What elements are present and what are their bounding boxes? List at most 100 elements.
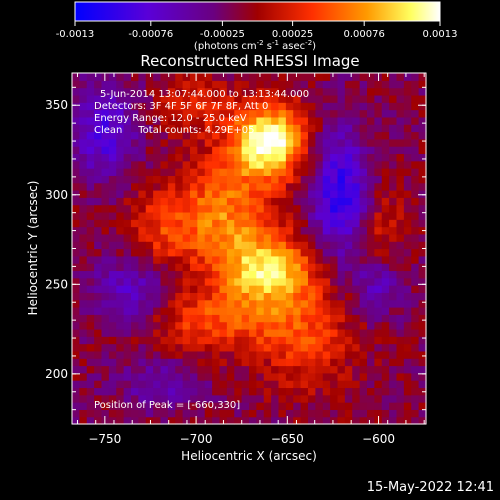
heatmap-cell — [278, 372, 287, 381]
heatmap-cell — [300, 263, 309, 272]
heatmap-cell — [160, 358, 169, 367]
heatmap-cell — [212, 328, 221, 337]
annotation-detectors: Detectors: 3F 4F 5F 6F 7F 8F, Att 0 — [94, 101, 268, 112]
heatmap-cell — [123, 270, 132, 279]
heatmap-cell — [138, 182, 147, 191]
colorbar-tick-label: 0.00025 — [272, 29, 313, 40]
heatmap-cell — [190, 387, 198, 396]
heatmap-cell — [374, 358, 383, 367]
heatmap-cell — [101, 416, 110, 425]
heatmap-cell — [197, 168, 206, 176]
heatmap-cell — [160, 372, 169, 381]
heatmap-cell — [308, 285, 316, 293]
heatmap-cell — [418, 255, 427, 264]
heatmap-cell — [411, 321, 420, 330]
heatmap-cell — [330, 358, 339, 367]
heatmap-cell — [315, 182, 324, 191]
heatmap-cell — [131, 380, 139, 389]
heatmap-cell — [226, 255, 235, 264]
heatmap-cell — [226, 80, 235, 89]
heatmap-cell — [381, 328, 390, 337]
heatmap-cell — [278, 94, 287, 103]
heatmap-cell — [204, 211, 213, 220]
heatmap-cell — [212, 219, 221, 228]
heatmap-cell — [182, 314, 191, 323]
heatmap-cell — [234, 219, 243, 228]
heatmap-cell — [322, 182, 331, 191]
heatmap-cell — [145, 416, 154, 425]
heatmap-cell — [308, 138, 316, 147]
heatmap-cell — [182, 109, 191, 118]
heatmap-cell — [219, 409, 228, 418]
heatmap-cell — [300, 138, 309, 147]
heatmap-cell — [145, 160, 154, 169]
heatmap-cell — [315, 197, 324, 206]
heatmap-cell — [367, 394, 375, 403]
heatmap-cell — [101, 358, 110, 367]
heatmap-cell — [263, 409, 272, 418]
heatmap-cell — [234, 263, 243, 272]
heatmap-cell — [116, 80, 125, 89]
heatmap-cell — [175, 402, 184, 410]
heatmap-cell — [145, 255, 154, 264]
heatmap-cell — [204, 387, 213, 396]
heatmap-cell — [219, 248, 228, 257]
heatmap-cell — [116, 109, 125, 118]
heatmap-cell — [256, 409, 265, 418]
heatmap-cell — [226, 241, 235, 250]
heatmap-cell — [344, 153, 353, 162]
heatmap-cell — [79, 233, 88, 242]
heatmap-cell — [153, 270, 162, 279]
heatmap-cell — [367, 190, 375, 198]
heatmap-cell — [131, 109, 139, 118]
heatmap-cell — [145, 146, 154, 155]
heatmap-cell — [116, 307, 125, 315]
heatmap-cell — [403, 402, 412, 410]
heatmap-cell — [381, 233, 390, 242]
heatmap-cell — [271, 190, 280, 198]
heatmap-cell — [403, 102, 412, 111]
heatmap-cell — [285, 328, 294, 337]
heatmap-cell — [190, 285, 198, 293]
heatmap-cell — [72, 307, 80, 315]
heatmap-cell — [175, 358, 184, 367]
heatmap-cell — [204, 321, 213, 330]
heatmap-cell — [271, 182, 280, 191]
heatmap-cell — [263, 204, 272, 213]
heatmap-cell — [359, 336, 368, 345]
heatmap-cell — [101, 80, 110, 89]
heatmap-cell — [315, 138, 324, 147]
heatmap-cell — [86, 87, 95, 96]
heatmap-cell — [160, 182, 169, 191]
heatmap-cell — [352, 358, 361, 367]
heatmap-cell — [418, 336, 427, 345]
heatmap-cell — [411, 124, 420, 133]
colorbar-units: (photons cm-2 s-1 asec-2) — [194, 39, 316, 52]
heatmap-cell — [337, 248, 346, 257]
heatmap-cell — [197, 343, 206, 352]
heatmap-cell — [226, 138, 235, 147]
heatmap-cell — [293, 168, 302, 176]
heatmap-cell — [167, 394, 176, 403]
heatmap-cell — [116, 314, 125, 323]
heatmap-cell — [108, 94, 117, 103]
heatmap-cell — [241, 372, 250, 381]
heatmap-cell — [79, 146, 88, 155]
heatmap-cell — [212, 387, 221, 396]
heatmap-cell — [212, 168, 221, 176]
heatmap-cell — [79, 241, 88, 250]
heatmap-cell — [396, 402, 405, 410]
heatmap-cell — [352, 124, 361, 133]
heatmap-cell — [330, 109, 339, 118]
heatmap-cell — [145, 307, 154, 315]
heatmap-cell — [108, 292, 117, 301]
heatmap-cell — [278, 153, 287, 162]
heatmap-cell — [330, 263, 339, 272]
heatmap-cell — [204, 160, 213, 169]
heatmap-cell — [138, 219, 147, 228]
heatmap-cell — [374, 328, 383, 337]
heatmap-cell — [300, 402, 309, 410]
heatmap-cell — [219, 307, 228, 315]
heatmap-cell — [359, 131, 368, 140]
heatmap-cell — [330, 211, 339, 220]
